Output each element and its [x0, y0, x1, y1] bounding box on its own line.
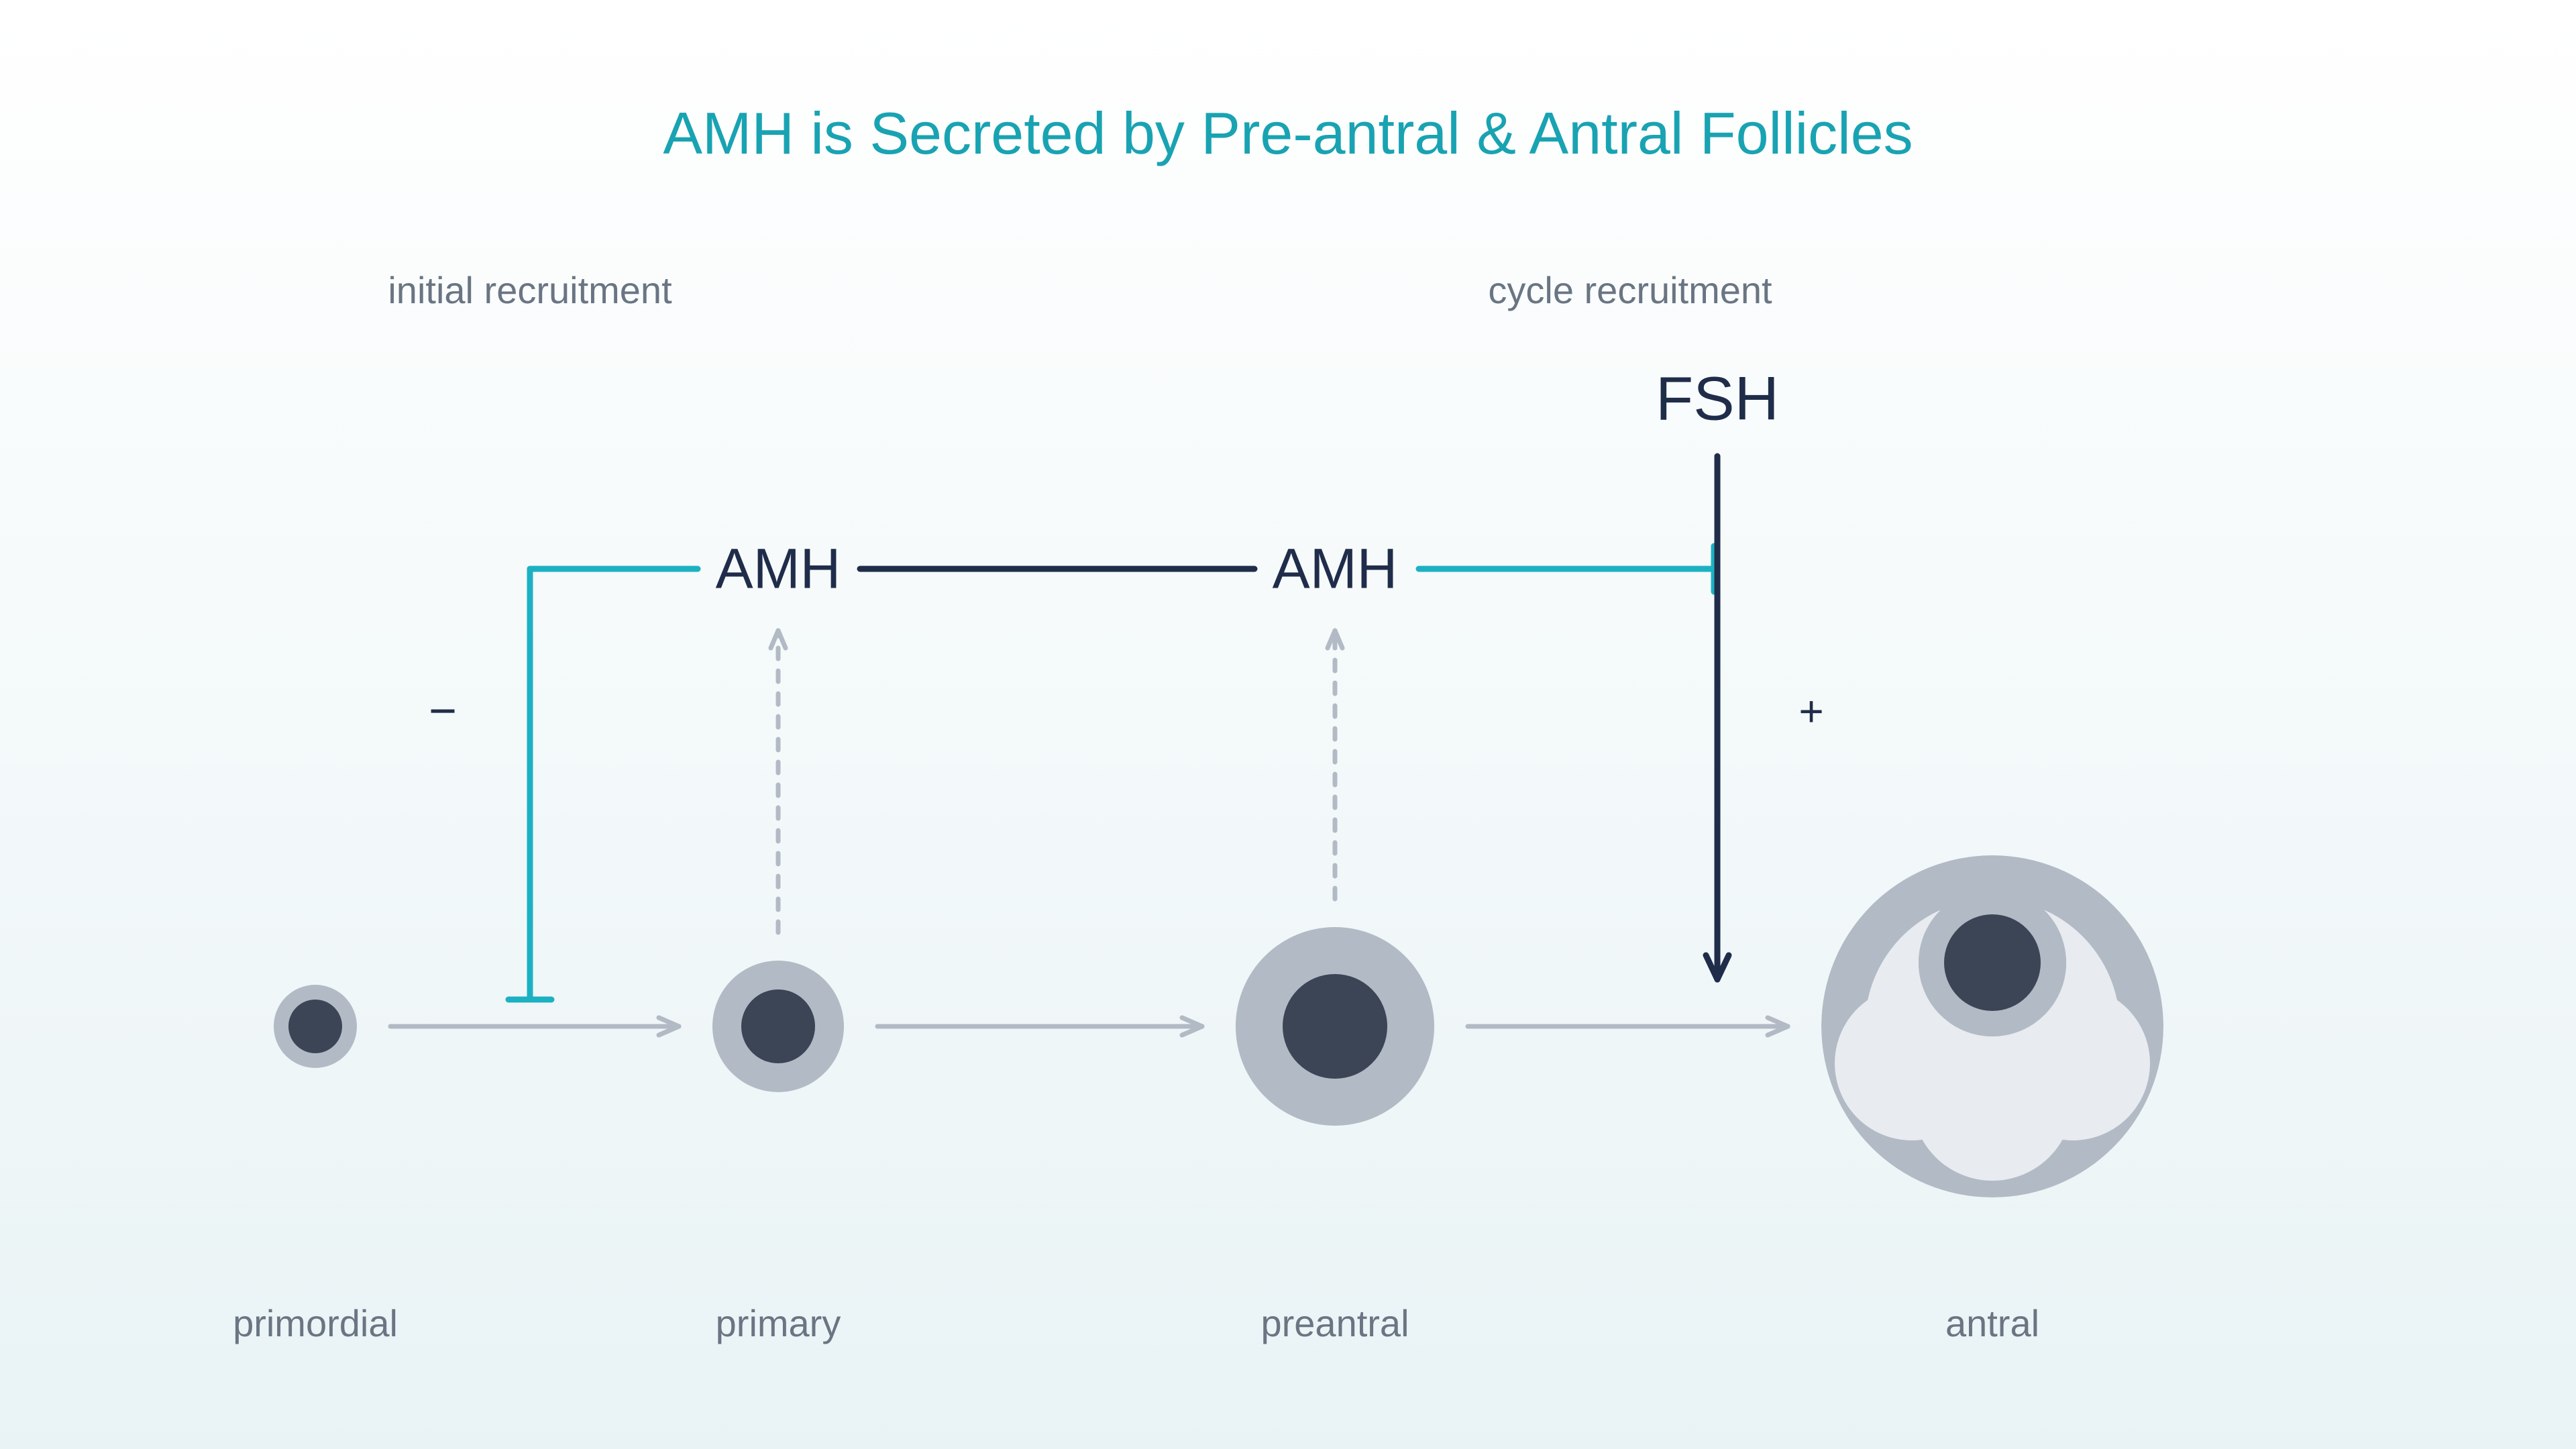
plus-sign: +	[1799, 686, 1823, 736]
amh2-label: AMH	[1273, 537, 1398, 602]
diagram-title: AMH is Secreted by Pre-antral & Antral F…	[0, 99, 2576, 168]
stage-label-primordial: primordial	[233, 1301, 398, 1345]
amh1-label: AMH	[716, 537, 841, 602]
follicle-primordial	[274, 985, 357, 1068]
minus-sign: −	[429, 684, 457, 739]
recruitment-label: initial recruitment	[388, 268, 672, 312]
stage-label-preantral: preantral	[1260, 1301, 1409, 1345]
stage-label-antral: antral	[1945, 1301, 2039, 1345]
follicle-antral	[1821, 855, 2163, 1197]
recruitment-label: cycle recruitment	[1488, 268, 1772, 312]
follicle-primary	[712, 961, 844, 1092]
follicle-preantral	[1236, 927, 1434, 1126]
fsh-label: FSH	[1656, 364, 1779, 435]
stage-label-primary: primary	[716, 1301, 841, 1345]
